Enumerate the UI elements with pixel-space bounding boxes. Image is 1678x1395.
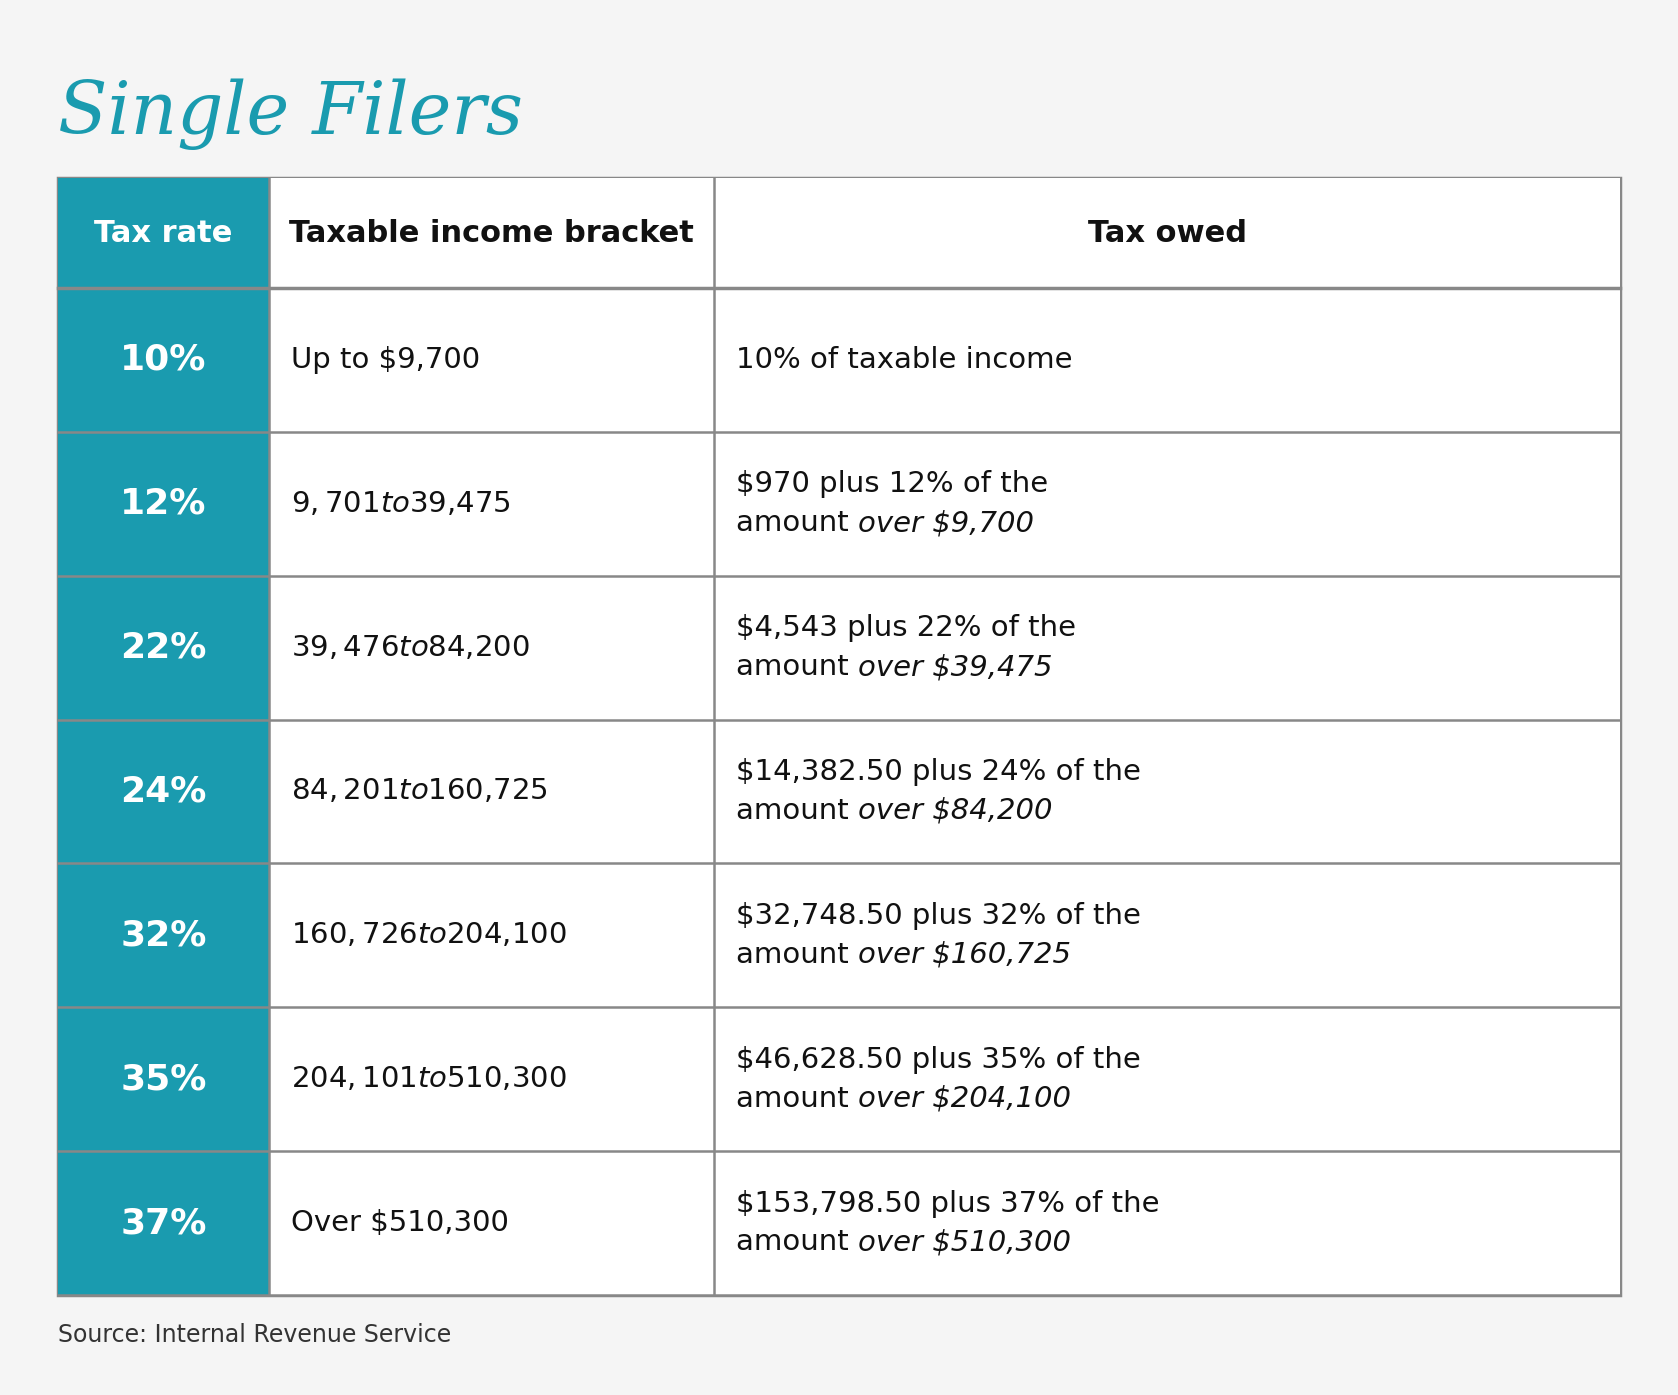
- Text: Over $510,300: Over $510,300: [290, 1209, 508, 1237]
- Text: $970 plus 12% of the: $970 plus 12% of the: [737, 470, 1049, 498]
- Text: amount: amount: [737, 940, 857, 968]
- Text: 22%: 22%: [121, 631, 206, 664]
- Text: over $9,700: over $9,700: [857, 509, 1034, 537]
- Bar: [715, 864, 1619, 1007]
- Bar: [268, 1151, 715, 1295]
- Bar: [268, 432, 715, 576]
- Text: $153,798.50 plus 37% of the: $153,798.50 plus 37% of the: [737, 1190, 1159, 1218]
- Text: Single Filers: Single Filers: [59, 78, 524, 149]
- Text: Tax owed: Tax owed: [1087, 219, 1247, 247]
- Text: $204,101 to $510,300: $204,101 to $510,300: [290, 1066, 567, 1094]
- Text: 32%: 32%: [121, 918, 206, 953]
- Bar: [715, 576, 1619, 720]
- Text: 12%: 12%: [121, 487, 206, 520]
- Bar: [268, 287, 715, 432]
- Bar: [59, 432, 268, 576]
- Text: over $204,100: over $204,100: [857, 1085, 1071, 1113]
- Bar: [268, 864, 715, 1007]
- Text: over $39,475: over $39,475: [857, 653, 1052, 681]
- Text: Taxable income bracket: Taxable income bracket: [289, 219, 695, 247]
- Bar: [268, 720, 715, 864]
- Bar: [59, 1151, 268, 1295]
- Text: Up to $9,700: Up to $9,700: [290, 346, 480, 374]
- Text: $160,726 to $204,100: $160,726 to $204,100: [290, 921, 567, 950]
- Text: $84,201 to $160,725: $84,201 to $160,725: [290, 777, 547, 805]
- Bar: [268, 179, 715, 287]
- Text: Source: Internal Revenue Service: Source: Internal Revenue Service: [59, 1322, 451, 1348]
- Text: $14,382.50 plus 24% of the: $14,382.50 plus 24% of the: [737, 757, 1141, 785]
- Bar: [59, 576, 268, 720]
- Text: amount: amount: [737, 797, 857, 824]
- Bar: [715, 1007, 1619, 1151]
- Text: 35%: 35%: [121, 1062, 206, 1096]
- Text: amount: amount: [737, 653, 857, 681]
- Bar: [715, 179, 1619, 287]
- Text: over $160,725: over $160,725: [857, 940, 1071, 968]
- Bar: [715, 432, 1619, 576]
- Text: over $510,300: over $510,300: [857, 1229, 1071, 1257]
- Bar: [59, 1007, 268, 1151]
- Text: $39,476 to $84,200: $39,476 to $84,200: [290, 633, 530, 661]
- Bar: [715, 1151, 1619, 1295]
- Text: $46,628.50 plus 35% of the: $46,628.50 plus 35% of the: [737, 1046, 1141, 1074]
- Text: 24%: 24%: [121, 774, 206, 809]
- Bar: [59, 179, 1619, 1295]
- Text: Tax rate: Tax rate: [94, 219, 233, 247]
- Text: $9,701 to $39,475: $9,701 to $39,475: [290, 490, 510, 518]
- Bar: [268, 1007, 715, 1151]
- Text: 10%: 10%: [121, 343, 206, 377]
- Text: 37%: 37%: [121, 1207, 206, 1240]
- Text: $32,748.50 plus 32% of the: $32,748.50 plus 32% of the: [737, 903, 1141, 930]
- Bar: [268, 576, 715, 720]
- Bar: [59, 287, 268, 432]
- Bar: [59, 720, 268, 864]
- Bar: [59, 864, 268, 1007]
- Text: 10% of taxable income: 10% of taxable income: [737, 346, 1072, 374]
- Bar: [59, 179, 268, 287]
- Text: $4,543 plus 22% of the: $4,543 plus 22% of the: [737, 614, 1076, 642]
- Text: over $84,200: over $84,200: [857, 797, 1052, 824]
- Text: amount: amount: [737, 1085, 857, 1113]
- Text: amount: amount: [737, 1229, 857, 1257]
- Bar: [715, 287, 1619, 432]
- Bar: [715, 720, 1619, 864]
- Text: amount: amount: [737, 509, 857, 537]
